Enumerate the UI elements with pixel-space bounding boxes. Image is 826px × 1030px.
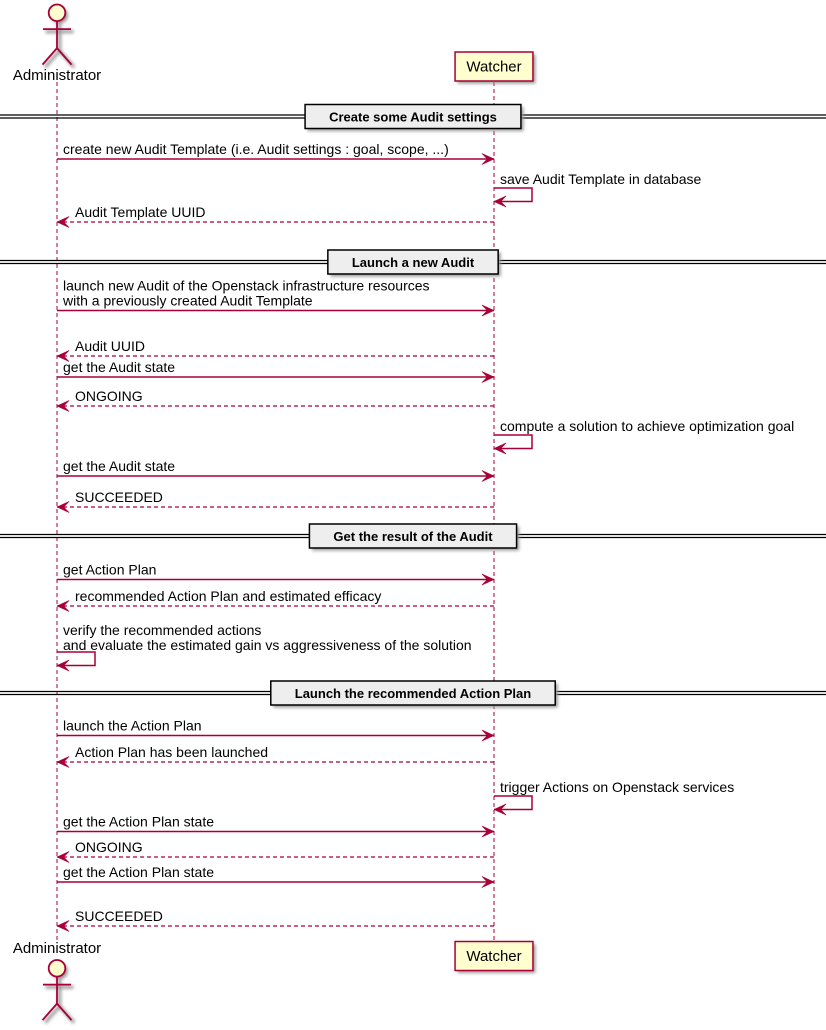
svg-text:verify the recommended actions: verify the recommended actions [63, 622, 261, 638]
svg-text:SUCCEEDED: SUCCEEDED [75, 489, 163, 505]
svg-text:get the Audit state: get the Audit state [63, 359, 175, 375]
svg-text:Get the result of the Audit: Get the result of the Audit [333, 529, 493, 544]
svg-text:Administrator: Administrator [13, 67, 101, 84]
svg-text:Action Plan has been launched: Action Plan has been launched [75, 744, 268, 760]
svg-text:Audit Template UUID: Audit Template UUID [75, 204, 205, 220]
svg-text:get Action Plan: get Action Plan [63, 562, 156, 578]
svg-text:Administrator: Administrator [13, 940, 101, 957]
svg-text:get the Audit state: get the Audit state [63, 458, 175, 474]
svg-text:and evaluate the estimated gai: and evaluate the estimated gain vs aggre… [63, 637, 472, 653]
svg-text:Audit UUID: Audit UUID [75, 338, 145, 354]
svg-text:with a previously created Audi: with a previously created Audit Template [62, 293, 313, 309]
svg-text:Watcher: Watcher [466, 948, 521, 965]
svg-text:create new Audit Template (i.e: create new Audit Template (i.e. Audit se… [63, 141, 449, 157]
svg-text:trigger Actions on Openstack s: trigger Actions on Openstack services [500, 779, 734, 795]
svg-text:ONGOING: ONGOING [75, 839, 143, 855]
svg-text:Launch the recommended Action: Launch the recommended Action Plan [295, 686, 532, 701]
svg-text:SUCCEEDED: SUCCEEDED [75, 908, 163, 924]
svg-text:Launch a new Audit: Launch a new Audit [352, 255, 475, 270]
svg-text:Create some Audit settings: Create some Audit settings [329, 109, 497, 124]
svg-text:launch the Action Plan: launch the Action Plan [63, 718, 202, 734]
svg-text:compute a solution to achieve: compute a solution to achieve optimizati… [500, 418, 794, 434]
svg-text:get the Action Plan state: get the Action Plan state [63, 864, 214, 880]
svg-text:save Audit Template in databas: save Audit Template in database [500, 171, 702, 187]
svg-text:Watcher: Watcher [466, 59, 521, 76]
svg-text:get the Action Plan state: get the Action Plan state [63, 814, 214, 830]
svg-text:recommended Action Plan and es: recommended Action Plan and estimated ef… [75, 588, 381, 604]
svg-text:launch new Audit of the Openst: launch new Audit of the Openstack infras… [63, 278, 430, 294]
svg-text:ONGOING: ONGOING [75, 388, 143, 404]
